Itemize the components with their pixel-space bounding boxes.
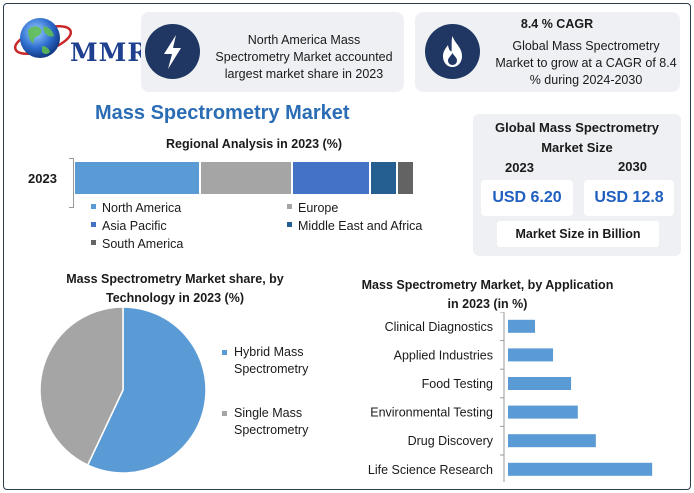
bar-north-america <box>75 162 201 194</box>
application-bar <box>508 377 572 390</box>
legend-north-america: North America <box>91 201 181 215</box>
legend-label: South America <box>102 237 184 251</box>
globe-icon <box>13 18 73 58</box>
legend-label: Middle East and Africa <box>298 219 423 233</box>
technology-chart-title: Mass Spectrometry Market share, by Techn… <box>66 272 284 305</box>
infographic-frame <box>3 3 691 490</box>
legend-europe: Europe <box>287 201 338 215</box>
pie-slice-single <box>39 306 124 467</box>
regional-chart-tick <box>69 158 74 159</box>
legend-label: Asia Pacific <box>102 219 167 233</box>
legend-south-america: South America <box>91 237 183 251</box>
regional-chart-axis <box>73 158 74 208</box>
legend-swatch <box>91 240 96 246</box>
north-america-info-card: North America Mass Spectrometry Market a… <box>141 12 404 92</box>
bar-europe <box>200 162 293 194</box>
legend-swatch <box>287 222 292 228</box>
legend-middle-east-africa: Middle East and Africa <box>287 219 422 233</box>
regional-chart-tick <box>69 207 74 208</box>
regional-chart-title: Regional Analysis in 2023 (%) <box>166 137 342 151</box>
application-category-label: Life Science Research <box>368 463 493 477</box>
bar-south-america <box>398 162 415 194</box>
legend-label: Single Mass Spectrometry <box>234 406 309 437</box>
pie-legend-hybrid: Hybrid Mass Spectrometry <box>222 344 334 378</box>
application-category-label: Food Testing <box>422 377 493 391</box>
cagr-info-text: Global Mass Spectrometry Market to grow … <box>495 39 677 87</box>
cagr-info-card: 8.4 % CAGR Global Mass Spectrometry Mark… <box>415 12 680 92</box>
regional-chart-category-label: 2023 <box>28 171 57 186</box>
pie-legend-single: Single Mass Spectrometry <box>222 405 334 439</box>
legend-swatch <box>222 350 227 355</box>
flame-icon <box>425 24 480 79</box>
application-bar <box>508 319 536 333</box>
market-size-year-2023: 2023 <box>505 160 534 175</box>
pie-slice-hybrid <box>86 306 207 474</box>
application-bar-chart: Clinical Diagnostics Applied Industries Fo… <box>368 312 653 482</box>
market-size-title: Global Mass Spectrometry Market Size <box>495 120 659 155</box>
lightning-icon <box>145 24 200 79</box>
legend-asia-pacific: Asia Pacific <box>91 219 167 233</box>
technology-pie-chart <box>39 306 207 474</box>
application-category-label: Environmental Testing <box>370 406 493 420</box>
market-size-year-2030: 2030 <box>618 159 647 174</box>
market-size-unit-note: Market Size in Billion <box>497 221 659 247</box>
application-chart-title: Mass Spectrometry Market, by Application… <box>361 278 614 311</box>
legend-label: Europe <box>298 201 339 215</box>
legend-swatch <box>287 204 292 210</box>
application-bar <box>508 348 554 362</box>
legend-swatch <box>222 411 227 416</box>
bar-asia-pacific <box>292 162 371 194</box>
cagr-title: 8.4 % CAGR <box>520 17 594 31</box>
application-category-label: Drug Discovery <box>408 434 494 448</box>
market-size-value-2023: USD 6.20 <box>481 180 573 216</box>
legend-label: Hybrid Mass Spectrometry <box>234 345 309 376</box>
market-size-panel: Global Mass Spectrometry Market Size 202… <box>473 114 681 256</box>
page-title: Mass Spectrometry Market <box>95 102 350 124</box>
legend-swatch <box>91 204 96 210</box>
legend-swatch <box>91 222 96 228</box>
application-category-label: Applied Industries <box>394 348 493 362</box>
legend-label: North America <box>102 201 182 215</box>
application-category-label: Clinical Diagnostics <box>385 320 493 334</box>
application-bar <box>508 405 578 419</box>
market-size-value-2030: USD 12.8 <box>584 180 674 216</box>
application-bar <box>508 462 653 476</box>
mmr-logo: MMR <box>12 12 148 74</box>
bar-middle-east-africa <box>370 162 398 194</box>
north-america-info-text: North America Mass Spectrometry Market a… <box>215 33 393 81</box>
logo-text: MMR <box>70 38 150 67</box>
application-bar <box>508 434 596 448</box>
